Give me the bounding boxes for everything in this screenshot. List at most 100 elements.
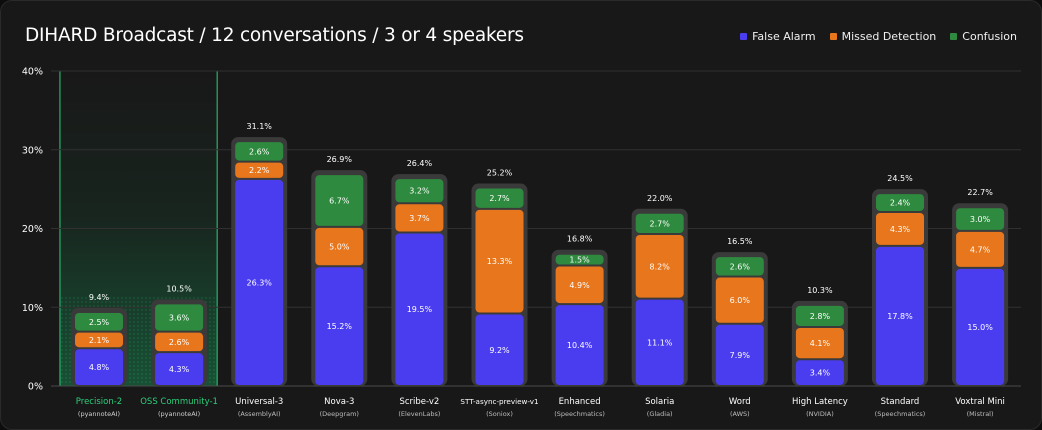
total-label-scribe-v2: 26.4% <box>407 159 433 168</box>
data-label-confusion-universal-3: 2.6% <box>249 147 270 156</box>
bar-segment-missed-detection-nova-3 <box>315 227 364 266</box>
total-label-enhanced: 16.8% <box>567 235 593 244</box>
data-label-false-alarm-enhanced: 10.4% <box>567 341 593 350</box>
data-label-false-alarm-nova-3: 15.2% <box>327 322 353 331</box>
data-label-false-alarm-precision-2: 4.8% <box>89 363 110 372</box>
bar-segment-missed-detection-solaria <box>635 235 684 298</box>
total-label-precision-2: 9.4% <box>89 293 110 302</box>
x-tick-label-oss-community-1: OSS Community-1 <box>140 397 218 407</box>
total-label-stt-async-preview-v1: 25.2% <box>487 169 513 178</box>
legend-label-missed-detection: Missed Detection <box>841 30 937 43</box>
data-label-missed-detection-high-latency: 4.1% <box>810 339 831 348</box>
data-label-confusion-oss-community-1: 3.6% <box>169 313 190 322</box>
data-label-confusion-standard: 2.4% <box>890 199 911 208</box>
x-tick-provider-enhanced: (Speechmatics) <box>554 410 605 418</box>
data-label-confusion-enhanced: 1.5% <box>569 256 590 265</box>
bar-segment-false-alarm-precision-2 <box>75 349 123 385</box>
bar-segment-false-alarm-oss-community-1 <box>155 353 204 385</box>
legend-swatch-false-alarm <box>740 33 748 40</box>
bar-segment-false-alarm-scribe-v2 <box>395 233 444 385</box>
data-label-confusion-solaria: 2.7% <box>650 219 671 228</box>
bar-segment-confusion-nova-3 <box>315 175 364 226</box>
data-label-confusion-voxtral-mini: 3.0% <box>970 215 991 224</box>
bar-segment-missed-detection-voxtral-mini <box>956 231 1005 267</box>
bar-segment-false-alarm-universal-3 <box>235 179 284 385</box>
bar-segment-false-alarm-word <box>715 324 764 385</box>
y-tick-label: 40% <box>22 67 43 78</box>
x-tick-label-solaria: Solaria <box>645 397 674 407</box>
legend-item-false-alarm: False Alarm <box>740 30 816 43</box>
total-label-standard: 24.5% <box>887 174 913 183</box>
total-label-oss-community-1: 10.5% <box>166 284 192 293</box>
bar-segment-false-alarm-voxtral-mini <box>956 268 1005 385</box>
data-label-false-alarm-scribe-v2: 19.5% <box>407 305 433 314</box>
bar-segment-missed-detection-universal-3 <box>235 162 284 178</box>
bar-segment-missed-detection-enhanced <box>555 266 604 304</box>
bar-segment-missed-detection-standard <box>876 212 924 245</box>
bar-segment-confusion-oss-community-1 <box>155 304 204 331</box>
bar-segment-confusion-enhanced <box>555 254 604 265</box>
total-label-word: 16.5% <box>727 237 753 246</box>
data-label-confusion-stt-async-preview-v1: 2.7% <box>489 194 510 203</box>
bar-segment-missed-detection-oss-community-1 <box>155 332 204 352</box>
bar-segment-false-alarm-enhanced <box>555 305 604 385</box>
data-label-confusion-scribe-v2: 3.2% <box>409 187 430 196</box>
x-tick-label-voxtral-mini: Voxtral Mini <box>955 397 1005 407</box>
data-label-missed-detection-voxtral-mini: 4.7% <box>970 245 991 254</box>
legend-item-confusion: Confusion <box>950 30 1017 43</box>
bar-segment-confusion-stt-async-preview-v1 <box>475 188 524 208</box>
data-label-missed-detection-universal-3: 2.2% <box>249 166 270 175</box>
bar-segment-missed-detection-word <box>715 277 764 323</box>
x-tick-label-universal-3: Universal-3 <box>235 397 283 407</box>
x-tick-provider-precision-2: (pyannoteAI) <box>78 410 120 418</box>
x-tick-provider-oss-community-1: (pyannoteAI) <box>158 410 200 418</box>
data-label-false-alarm-solaria: 11.1% <box>647 338 673 347</box>
y-tick-label: 20% <box>22 224 43 235</box>
bar-segment-false-alarm-solaria <box>635 299 684 385</box>
data-label-missed-detection-oss-community-1: 2.6% <box>169 338 190 347</box>
bar-segment-false-alarm-standard <box>876 246 924 385</box>
data-label-missed-detection-stt-async-preview-v1: 13.3% <box>487 257 513 266</box>
x-tick-provider-stt-async-preview-v1: (Soniox) <box>486 410 513 418</box>
x-tick-provider-solaria: (Gladia) <box>647 410 673 418</box>
bar-segment-confusion-voxtral-mini <box>956 208 1005 230</box>
bar-segment-confusion-precision-2 <box>75 312 123 331</box>
data-label-confusion-word: 2.6% <box>730 262 751 271</box>
data-label-missed-detection-standard: 4.3% <box>890 225 911 234</box>
x-tick-label-nova-3: Nova-3 <box>324 397 354 407</box>
total-label-solaria: 22.0% <box>647 194 673 203</box>
bar-segment-confusion-universal-3 <box>235 142 284 161</box>
data-label-false-alarm-standard: 17.8% <box>887 312 913 321</box>
x-tick-label-stt-async-preview-v1: STT-async-preview-v1 <box>460 397 538 406</box>
y-tick-label: 10% <box>22 303 43 314</box>
bar-segment-confusion-standard <box>876 194 924 211</box>
bar-segment-missed-detection-precision-2 <box>75 332 123 348</box>
x-tick-provider-standard: (Speechmatics) <box>875 410 926 418</box>
data-label-missed-detection-precision-2: 2.1% <box>89 336 110 345</box>
data-label-false-alarm-universal-3: 26.3% <box>246 278 272 287</box>
bar-segment-confusion-solaria <box>635 213 684 234</box>
data-label-missed-detection-enhanced: 4.9% <box>569 281 590 290</box>
data-label-missed-detection-nova-3: 5.0% <box>329 243 350 252</box>
bar-segment-confusion-scribe-v2 <box>395 179 444 203</box>
data-label-confusion-high-latency: 2.8% <box>810 312 831 321</box>
data-label-missed-detection-word: 6.0% <box>730 296 751 305</box>
data-label-missed-detection-scribe-v2: 3.7% <box>409 214 430 223</box>
x-tick-provider-word: (AWS) <box>730 410 750 418</box>
x-tick-provider-high-latency: (NVIDIA) <box>806 410 834 418</box>
chart-title: DIHARD Broadcast / 12 conversations / 3 … <box>25 25 524 46</box>
x-tick-provider-universal-3: (AssemblyAI) <box>238 410 281 418</box>
x-tick-label-word: Word <box>729 397 751 407</box>
bar-segment-false-alarm-stt-async-preview-v1 <box>475 314 524 385</box>
total-label-nova-3: 26.9% <box>327 155 353 164</box>
data-label-false-alarm-word: 7.9% <box>730 351 751 360</box>
total-label-voxtral-mini: 22.7% <box>967 188 993 197</box>
legend-item-missed-detection: Missed Detection <box>829 30 937 43</box>
y-tick-label: 0% <box>28 382 43 393</box>
x-tick-label-precision-2: Precision-2 <box>76 397 122 407</box>
data-label-false-alarm-high-latency: 3.4% <box>810 369 831 378</box>
x-tick-label-enhanced: Enhanced <box>559 397 601 407</box>
data-label-false-alarm-oss-community-1: 4.3% <box>169 365 190 374</box>
